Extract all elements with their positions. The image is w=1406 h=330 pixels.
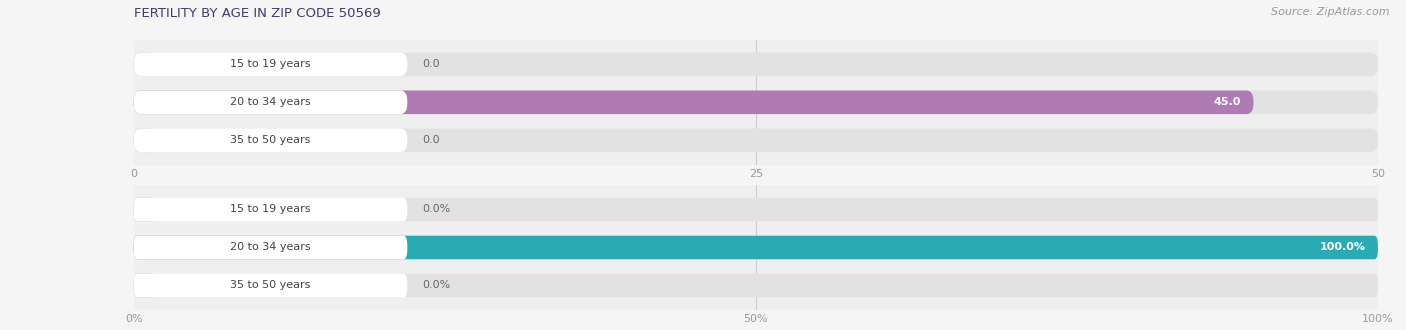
Text: 45.0: 45.0 (1213, 97, 1241, 107)
Text: 35 to 50 years: 35 to 50 years (231, 135, 311, 145)
Text: Source: ZipAtlas.com: Source: ZipAtlas.com (1271, 7, 1389, 16)
Text: 100.0%: 100.0% (1319, 243, 1365, 252)
FancyBboxPatch shape (134, 236, 1378, 259)
FancyBboxPatch shape (134, 128, 1378, 152)
FancyBboxPatch shape (134, 236, 1378, 259)
Text: 0.0: 0.0 (422, 59, 440, 69)
FancyBboxPatch shape (134, 52, 408, 76)
FancyBboxPatch shape (134, 274, 156, 297)
FancyBboxPatch shape (134, 274, 408, 297)
FancyBboxPatch shape (134, 128, 408, 152)
FancyBboxPatch shape (134, 90, 1378, 114)
Text: 20 to 34 years: 20 to 34 years (231, 97, 311, 107)
Text: 15 to 19 years: 15 to 19 years (231, 205, 311, 214)
FancyBboxPatch shape (134, 90, 1254, 114)
Text: 15 to 19 years: 15 to 19 years (231, 59, 311, 69)
Text: 0.0%: 0.0% (422, 280, 450, 290)
Text: 35 to 50 years: 35 to 50 years (231, 280, 311, 290)
Text: 0.0: 0.0 (422, 135, 440, 145)
Text: 20 to 34 years: 20 to 34 years (231, 243, 311, 252)
FancyBboxPatch shape (134, 198, 1378, 221)
FancyBboxPatch shape (134, 236, 408, 259)
FancyBboxPatch shape (134, 274, 1378, 297)
FancyBboxPatch shape (134, 128, 156, 152)
Text: FERTILITY BY AGE IN ZIP CODE 50569: FERTILITY BY AGE IN ZIP CODE 50569 (134, 7, 380, 19)
FancyBboxPatch shape (134, 90, 408, 114)
Text: 0.0%: 0.0% (422, 205, 450, 214)
FancyBboxPatch shape (134, 198, 408, 221)
FancyBboxPatch shape (134, 198, 156, 221)
FancyBboxPatch shape (134, 52, 156, 76)
FancyBboxPatch shape (134, 52, 1378, 76)
